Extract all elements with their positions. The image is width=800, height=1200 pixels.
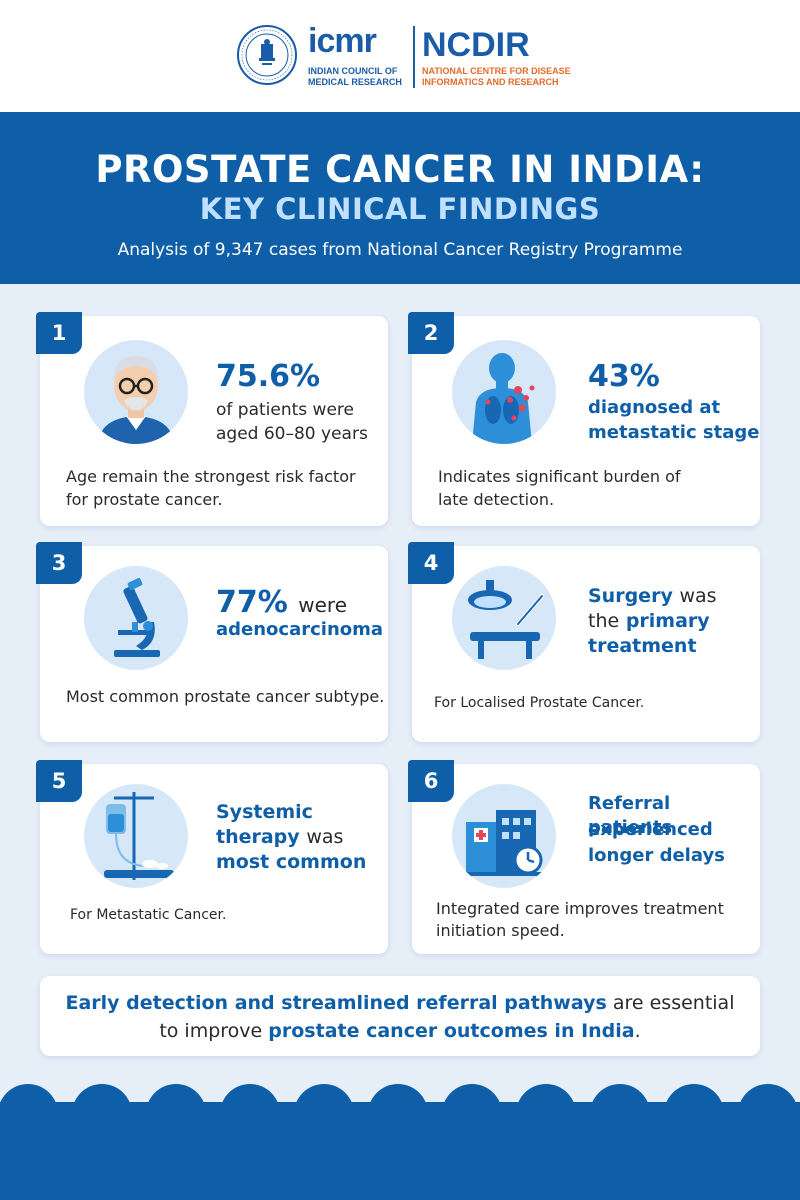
stat-text-line-1: adenocarcinoma — [216, 619, 384, 640]
logo-bar: icmr INDIAN COUNCIL OF MEDICAL RESEARCH … — [0, 0, 800, 112]
conclusion-text: are essential — [612, 992, 735, 1014]
stat-text-line-2: metastatic stage — [588, 422, 760, 443]
page-subtitle: Analysis of 9,347 cases from National Ca… — [117, 240, 683, 260]
stat-highlight: Surgery — [588, 585, 673, 607]
stat-text-line-1: Referral patients — [588, 793, 673, 838]
card-caption-line-1: Indicates significant burden of — [438, 467, 681, 486]
ncdir-wordmark: NCDIR — [422, 26, 530, 64]
stat-text-line-2: the primary — [588, 609, 710, 633]
finding-card-3: 3 77% were adenocarcinoma Most common pr… — [36, 542, 388, 742]
stat-suffix: were — [298, 593, 348, 617]
footer-wave-band — [0, 1084, 800, 1200]
card-number-badge: 6 — [408, 760, 454, 802]
conclusion-highlight: prostate cancer outcomes in India — [268, 1020, 635, 1042]
stat-text-line-1: Systemic — [216, 801, 313, 823]
metastasis-body-icon — [452, 340, 556, 444]
stat-value-row: 77% were — [216, 586, 347, 622]
stat-plain: the — [588, 610, 620, 632]
stat-highlight: therapy — [216, 826, 300, 848]
finding-card-5: 5 Systemic therapy was most common For M… — [36, 760, 388, 954]
icmr-wordmark: icmr — [308, 22, 377, 60]
finding-card-6: 6 Referral patients experienced longer d… — [408, 760, 760, 954]
surgery-lamp-icon — [452, 566, 556, 670]
card-number-badge: 5 — [36, 760, 82, 802]
finding-card-4: 4 Surgery was the primary treatment For … — [408, 542, 760, 742]
stat-text-line-3: most common — [216, 851, 367, 873]
page-subtitle-heading: KEY CLINICAL FINDINGS — [199, 192, 601, 226]
microscope-icon — [84, 566, 188, 670]
card-number-badge: 1 — [36, 312, 82, 354]
conclusion-highlight: Early detection and streamlined referral… — [65, 992, 607, 1014]
stat-text-line-1: Surgery was — [588, 584, 717, 608]
ncdir-subtitle-2: INFORMATICS AND RESEARCH — [422, 77, 559, 87]
stat-text-line-3: treatment — [588, 635, 697, 657]
stat-value: 75.6% — [216, 359, 321, 394]
stat-text-line-2: therapy was — [216, 825, 343, 849]
icmr-subtitle-2: MEDICAL RESEARCH — [308, 77, 402, 87]
ncdir-subtitle-1: NATIONAL CENTRE FOR DISEASE — [422, 66, 571, 76]
stat-text-line-1: diagnosed at — [588, 397, 721, 418]
card-caption-line-1: Most common prostate cancer subtype. — [66, 687, 385, 706]
page-title: PROSTATE CANCER IN INDIA: — [95, 148, 705, 191]
stat-text-line-2: aged 60–80 years — [216, 424, 368, 444]
stat-plain: was — [679, 585, 717, 607]
conclusion-line-2: to improve prostate cancer outcomes in I… — [40, 1017, 760, 1045]
card-number-badge: 2 — [408, 312, 454, 354]
card-number-badge: 3 — [36, 542, 82, 584]
elderly-man-icon — [84, 340, 188, 444]
finding-card-1: 1 75.6% of patients were aged 60–80 year… — [36, 312, 388, 526]
card-caption-line-2: late detection. — [438, 490, 555, 509]
stat-text-line-3: longer delays — [588, 845, 725, 866]
card-caption-line-1: For Metastatic Cancer. — [70, 907, 227, 923]
title-banner: PROSTATE CANCER IN INDIA: KEY CLINICAL F… — [0, 112, 800, 284]
hospital-clock-icon — [452, 784, 556, 888]
stat-value: 43% — [588, 359, 660, 394]
finding-card-2: 2 43% diagnosed at metastatic stage Indi… — [408, 312, 760, 526]
conclusion-text: to improve — [159, 1020, 263, 1042]
stat-text-line-2: experienced — [588, 819, 713, 840]
conclusion-box: Early detection and streamlined referral… — [40, 976, 760, 1056]
icmr-seal-icon — [237, 25, 297, 85]
card-caption-line-1: For Localised Prostate Cancer. — [434, 695, 645, 711]
stat-value: 77% — [216, 585, 288, 620]
stat-plain: was — [306, 826, 344, 848]
stat-text-line-1: of patients were — [216, 400, 354, 420]
icmr-subtitle-1: INDIAN COUNCIL OF — [308, 66, 398, 76]
logo-divider — [413, 26, 415, 88]
iv-drip-icon — [84, 784, 188, 888]
card-caption-line-1: Age remain the strongest risk factor — [66, 467, 356, 486]
conclusion-line-1: Early detection and streamlined referral… — [40, 989, 760, 1017]
card-caption-line-1: Integrated care improves treatment — [436, 899, 724, 918]
icmr-logo: icmr INDIAN COUNCIL OF MEDICAL RESEARCH — [308, 24, 408, 88]
stat-highlight: primary — [625, 610, 710, 632]
conclusion-period: . — [634, 1020, 641, 1042]
card-caption-line-2: initiation speed. — [436, 921, 565, 940]
card-number-badge: 4 — [408, 542, 454, 584]
ncdir-logo: NCDIR NATIONAL CENTRE FOR DISEASE INFORM… — [422, 28, 582, 88]
card-caption-line-2: for prostate cancer. — [66, 490, 223, 509]
